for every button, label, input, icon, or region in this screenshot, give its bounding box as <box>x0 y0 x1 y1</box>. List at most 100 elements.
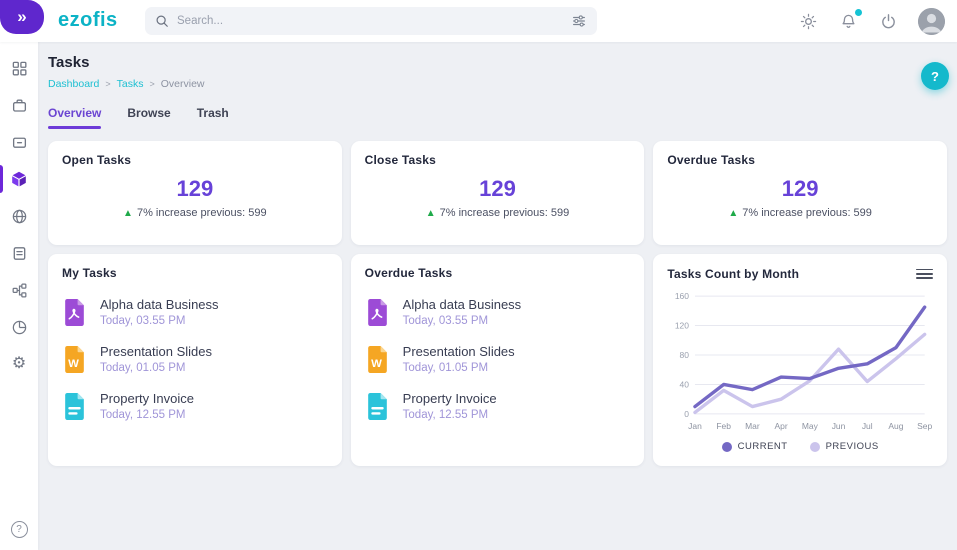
breadcrumb-tasks[interactable]: Tasks <box>116 78 144 90</box>
stat-cards-row: Open Tasks 129 ▲ 7% increase previous: 59… <box>48 141 947 245</box>
month-chart: 0 40 80 120 160 Jan Feb Mar Apr May Jun Jul Aug Sep <box>675 291 933 431</box>
double-chevron-right-icon: » <box>17 7 27 26</box>
word-file-icon: W <box>65 345 84 373</box>
theme-toggle-button[interactable] <box>798 11 818 31</box>
page-title: Tasks <box>48 54 90 71</box>
sidebar-item-briefcase[interactable] <box>0 93 38 117</box>
task-item[interactable]: Property Invoice Today, 12.55 PM <box>365 391 631 421</box>
task-name: Property Invoice <box>402 391 497 406</box>
task-time: Today, 12.55 PM <box>402 409 489 421</box>
sidebar-item-reports[interactable] <box>0 315 38 339</box>
trend-up-icon: ▲ <box>123 208 133 219</box>
stat-card-overdue-tasks: Overdue Tasks 129 ▲ 7% increase previous:… <box>653 141 947 245</box>
sidebar-toggle-button[interactable]: » <box>0 0 44 34</box>
sidebar-item-workflow[interactable] <box>0 278 38 302</box>
stat-card-change: ▲ 7% increase previous: 599 <box>123 207 267 219</box>
notifications-button[interactable] <box>838 9 862 31</box>
stat-card-value: 129 <box>479 176 516 201</box>
task-item[interactable]: Property Invoice Today, 12.55 PM <box>62 391 328 421</box>
chart-body: 0 40 80 120 160 Jan Feb Mar Apr May Jun Jul Aug Sep <box>667 286 933 441</box>
stat-card-value: 129 <box>176 176 214 201</box>
notification-dot <box>855 9 862 16</box>
help-fab-button[interactable]: ? <box>921 62 949 90</box>
stat-card-open-tasks: Open Tasks 129 ▲ 7% increase previous: 59… <box>48 141 342 245</box>
sidebar-item-inbox[interactable] <box>0 130 38 154</box>
trend-up-icon: ▲ <box>425 208 436 219</box>
tabs: Overview Browse Trash <box>48 106 947 129</box>
card-icon <box>12 137 26 148</box>
sidebar-item-dashboard[interactable] <box>0 56 38 80</box>
user-avatar[interactable] <box>918 7 945 35</box>
svg-text:Mar: Mar <box>745 421 760 431</box>
sidebar-item-tasks[interactable] <box>0 165 38 193</box>
stat-card-value: 129 <box>781 176 819 201</box>
stat-card-title: Open Tasks <box>62 153 132 167</box>
task-time: Today, 03.55 PM <box>100 315 186 327</box>
search-bar[interactable] <box>145 7 597 35</box>
sidebar-item-web[interactable] <box>0 204 38 228</box>
breadcrumb-separator: > <box>149 79 155 89</box>
sidebar-item-documents[interactable] <box>0 241 38 265</box>
topbar-actions <box>798 0 945 42</box>
legend-item-current[interactable]: CURRENT <box>721 441 788 452</box>
cube-icon <box>12 171 26 187</box>
stat-card-title: Close Tasks <box>364 153 437 167</box>
pie-chart-icon <box>12 320 26 334</box>
topbar: » ezofis <box>0 0 957 42</box>
document-icon <box>13 246 25 260</box>
stat-card-change: ▲ 7% increase previous: 599 <box>728 207 872 219</box>
legend-label: PREVIOUS <box>825 441 879 452</box>
power-button[interactable] <box>878 11 898 31</box>
svg-text:Apr: Apr <box>775 421 788 431</box>
stat-card-close-tasks: Close Tasks 129 ▲ 7% increase previous: 5… <box>350 141 645 245</box>
svg-text:120: 120 <box>675 320 689 330</box>
breadcrumb-dashboard[interactable]: Dashboard <box>48 78 100 90</box>
gear-icon: ⚙ <box>11 355 27 372</box>
task-name: Alpha data Business <box>402 297 522 312</box>
svg-text:40: 40 <box>680 379 690 389</box>
tab-overview[interactable]: Overview <box>48 106 102 129</box>
help-icon[interactable]: ? <box>10 521 28 538</box>
task-name: Presentation Slides <box>402 344 515 359</box>
task-item[interactable]: W Presentation Slides Today, 01.05 PM <box>62 344 328 374</box>
svg-text:W: W <box>68 357 79 369</box>
task-item[interactable]: W Presentation Slides Today, 01.05 PM <box>365 344 631 374</box>
task-item[interactable]: Alpha data Business Today, 03.55 PM <box>365 297 631 327</box>
sidebar-nav: ⚙ ? <box>0 0 38 550</box>
tab-trash[interactable]: Trash <box>196 106 229 120</box>
my-tasks-card: My Tasks Alpha data Business Today, 03.5… <box>48 254 342 466</box>
svg-text:W: W <box>371 357 382 369</box>
invoice-file-icon <box>367 392 387 420</box>
breadcrumb-separator: > <box>105 79 111 89</box>
svg-text:Aug: Aug <box>889 421 904 431</box>
sun-icon <box>800 13 816 29</box>
search-input[interactable] <box>177 15 571 27</box>
task-item[interactable]: Alpha data Business Today, 03.55 PM <box>62 297 328 327</box>
tab-browse[interactable]: Browse <box>127 106 171 120</box>
filter-sliders-icon[interactable] <box>571 13 587 29</box>
search-icon <box>156 15 168 27</box>
svg-text:80: 80 <box>680 350 690 360</box>
pdf-file-icon <box>65 298 84 326</box>
svg-text:Jun: Jun <box>832 421 846 431</box>
stat-card-title: Overdue Tasks <box>667 153 756 167</box>
task-time: Today, 03.55 PM <box>402 315 489 327</box>
chart-menu-icon[interactable] <box>915 266 933 282</box>
ezofis-logo[interactable]: ezofis <box>58 9 118 31</box>
word-file-icon: W <box>367 345 387 373</box>
svg-text:Jan: Jan <box>688 421 702 431</box>
sidebar-item-settings[interactable]: ⚙ <box>0 352 38 376</box>
person-icon <box>918 7 945 35</box>
main-content: Tasks Dashboard > Tasks > Overview ? Ove… <box>38 42 957 550</box>
lists-row: My Tasks Alpha data Business Today, 03.5… <box>48 254 947 466</box>
legend-dot-previous <box>809 441 820 452</box>
stat-card-change: ▲ 7% increase previous: 599 <box>425 207 570 219</box>
legend-dot-current <box>721 441 732 452</box>
task-name: Alpha data Business <box>100 297 219 312</box>
breadcrumb-overview: Overview <box>160 78 205 90</box>
svg-text:Sep: Sep <box>917 421 932 431</box>
sidebar-help: ? <box>0 521 38 538</box>
legend-item-previous[interactable]: PREVIOUS <box>809 441 879 452</box>
power-icon <box>881 13 895 28</box>
task-time: Today, 12.55 PM <box>100 409 186 421</box>
